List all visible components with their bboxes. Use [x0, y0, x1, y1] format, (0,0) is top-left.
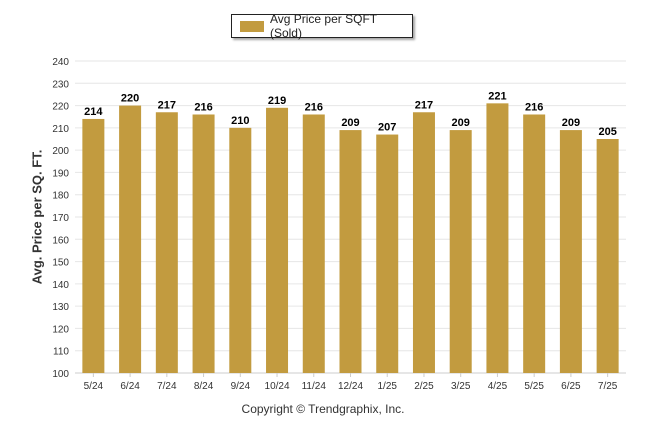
x-tick-label: 8/24	[194, 381, 214, 392]
data-label: 220	[121, 93, 139, 105]
bar-9-24[interactable]	[229, 127, 252, 373]
copyright-footer: Copyright © Trendgraphix, Inc.	[241, 402, 405, 416]
x-tick-label: 1/25	[377, 381, 397, 392]
data-label: 216	[194, 101, 212, 113]
bar-4-25[interactable]	[486, 103, 509, 373]
y-tick-label: 180	[52, 191, 69, 202]
y-tick-label: 210	[52, 124, 69, 135]
y-tick-label: 220	[52, 102, 69, 113]
data-label: 221	[488, 90, 506, 102]
legend-label: Avg Price per SQFT (Sold)	[269, 12, 377, 40]
bar-10-24[interactable]	[266, 107, 289, 374]
data-label: 219	[268, 95, 286, 107]
bar-7-25[interactable]	[596, 139, 619, 373]
y-tick-label: 190	[52, 168, 69, 179]
x-tick-label: 6/24	[120, 381, 140, 392]
y-tick-label: 140	[52, 280, 69, 291]
bar-5-25[interactable]	[523, 114, 546, 373]
x-tick-label: 5/25	[524, 381, 544, 392]
data-label: 214	[84, 106, 103, 118]
x-tick-label: 2/25	[414, 381, 434, 392]
x-tick-label: 4/25	[488, 381, 508, 392]
y-tick-label: 240	[52, 57, 69, 68]
bar-11-24[interactable]	[302, 114, 325, 373]
y-tick-label: 160	[52, 235, 69, 246]
x-tick-label: 10/24	[265, 381, 290, 392]
x-tick-label: 12/24	[338, 381, 363, 392]
x-tick-label: 7/24	[157, 381, 177, 392]
x-axis-ticks: 5/24 6/24 7/24 8/24 9/24 10/24 11/24 12/24 1/25 2…	[84, 373, 618, 392]
bar-6-24[interactable]	[119, 105, 142, 374]
legend: Avg Price per SQFT (Sold)	[231, 12, 413, 40]
x-tick-label: 11/24	[302, 381, 327, 392]
y-tick-label: 200	[52, 146, 69, 157]
x-tick-label: 6/25	[561, 381, 581, 392]
y-tick-label: 120	[52, 324, 69, 335]
data-label: 209	[562, 117, 580, 129]
bar-3-25[interactable]	[449, 130, 472, 373]
y-tick-label: 130	[52, 302, 69, 313]
y-tick-label: 170	[52, 213, 69, 224]
data-label: 205	[598, 126, 616, 138]
bar-1-25[interactable]	[376, 134, 399, 373]
bars	[82, 103, 619, 374]
data-label: 210	[231, 115, 249, 127]
data-label: 217	[415, 99, 433, 111]
data-label: 216	[305, 101, 323, 113]
data-label: 209	[452, 117, 470, 129]
x-tick-label: 7/25	[598, 381, 618, 392]
y-tick-label: 230	[52, 79, 69, 90]
y-tick-label: 150	[52, 258, 69, 269]
bar-8-24[interactable]	[192, 114, 215, 373]
legend-swatch	[240, 20, 264, 32]
bar-6-25[interactable]	[559, 130, 582, 373]
data-label: 217	[158, 99, 176, 111]
data-label: 207	[378, 122, 396, 134]
x-tick-label: 9/24	[231, 381, 251, 392]
data-label: 216	[525, 101, 543, 113]
y-axis-label: Avg. Price per SQ. FT.	[29, 149, 45, 285]
y-axis-ticks: 100 110 120 130 140 150 160 170 180 190 200 210 220 2…	[52, 57, 69, 380]
bar-12-24[interactable]	[339, 130, 362, 373]
data-label: 209	[341, 117, 359, 129]
y-tick-label: 110	[53, 347, 69, 358]
y-tick-label: 100	[52, 369, 69, 380]
bar-2-25[interactable]	[412, 112, 435, 373]
data-labels: 214 220 217 216 210 219 216 209 207 217 209 221 216 2…	[84, 90, 617, 138]
x-tick-label: 5/24	[84, 381, 104, 392]
bar-7-24[interactable]	[155, 112, 178, 373]
bar-5-24[interactable]	[82, 118, 105, 373]
x-tick-label: 3/25	[451, 381, 471, 392]
